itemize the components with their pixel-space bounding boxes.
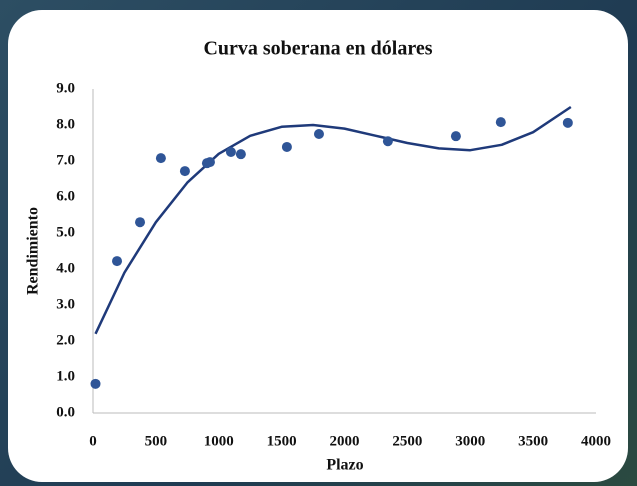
y-tick-label: 5.0 [56,224,75,240]
x-tick-label: 2500 [392,433,422,449]
x-tick-label: 1500 [267,433,297,449]
data-point [225,147,236,157]
x-tick-label: 0 [89,433,97,449]
data-point [495,117,506,128]
data-point [281,141,292,152]
x-tick-label: 2000 [330,433,360,449]
y-tick-label: 2.0 [56,332,75,348]
data-point [382,136,393,147]
data-point [313,129,324,139]
y-tick-label: 3.0 [56,296,75,312]
x-tick-label: 4000 [581,433,611,449]
data-point [562,117,573,128]
x-axis-label: Plazo [326,457,363,474]
data-point [204,157,215,168]
chart-title: Curva soberana en dólares [203,38,432,60]
y-tick-label: 0.0 [56,404,75,420]
data-point [179,166,190,177]
x-tick-label: 500 [145,433,168,449]
y-tick-label: 4.0 [56,260,75,276]
chart-panel [8,10,628,482]
data-point [155,153,166,164]
y-tick-label: 7.0 [56,152,75,168]
data-point [235,149,246,160]
data-point [135,217,146,228]
y-tick-label: 8.0 [56,116,75,132]
data-point [112,256,123,267]
data-point [450,131,461,142]
data-point [90,378,101,389]
x-tick-label: 1000 [204,433,234,449]
x-tick-label: 3500 [518,433,548,449]
x-tick-label: 3000 [455,433,485,449]
trend-line [94,105,572,335]
y-tick-label: 1.0 [56,368,75,384]
y-tick-label: 9.0 [56,80,75,96]
y-axis-label: Rendimiento [25,207,42,295]
y-tick-label: 6.0 [56,188,75,204]
